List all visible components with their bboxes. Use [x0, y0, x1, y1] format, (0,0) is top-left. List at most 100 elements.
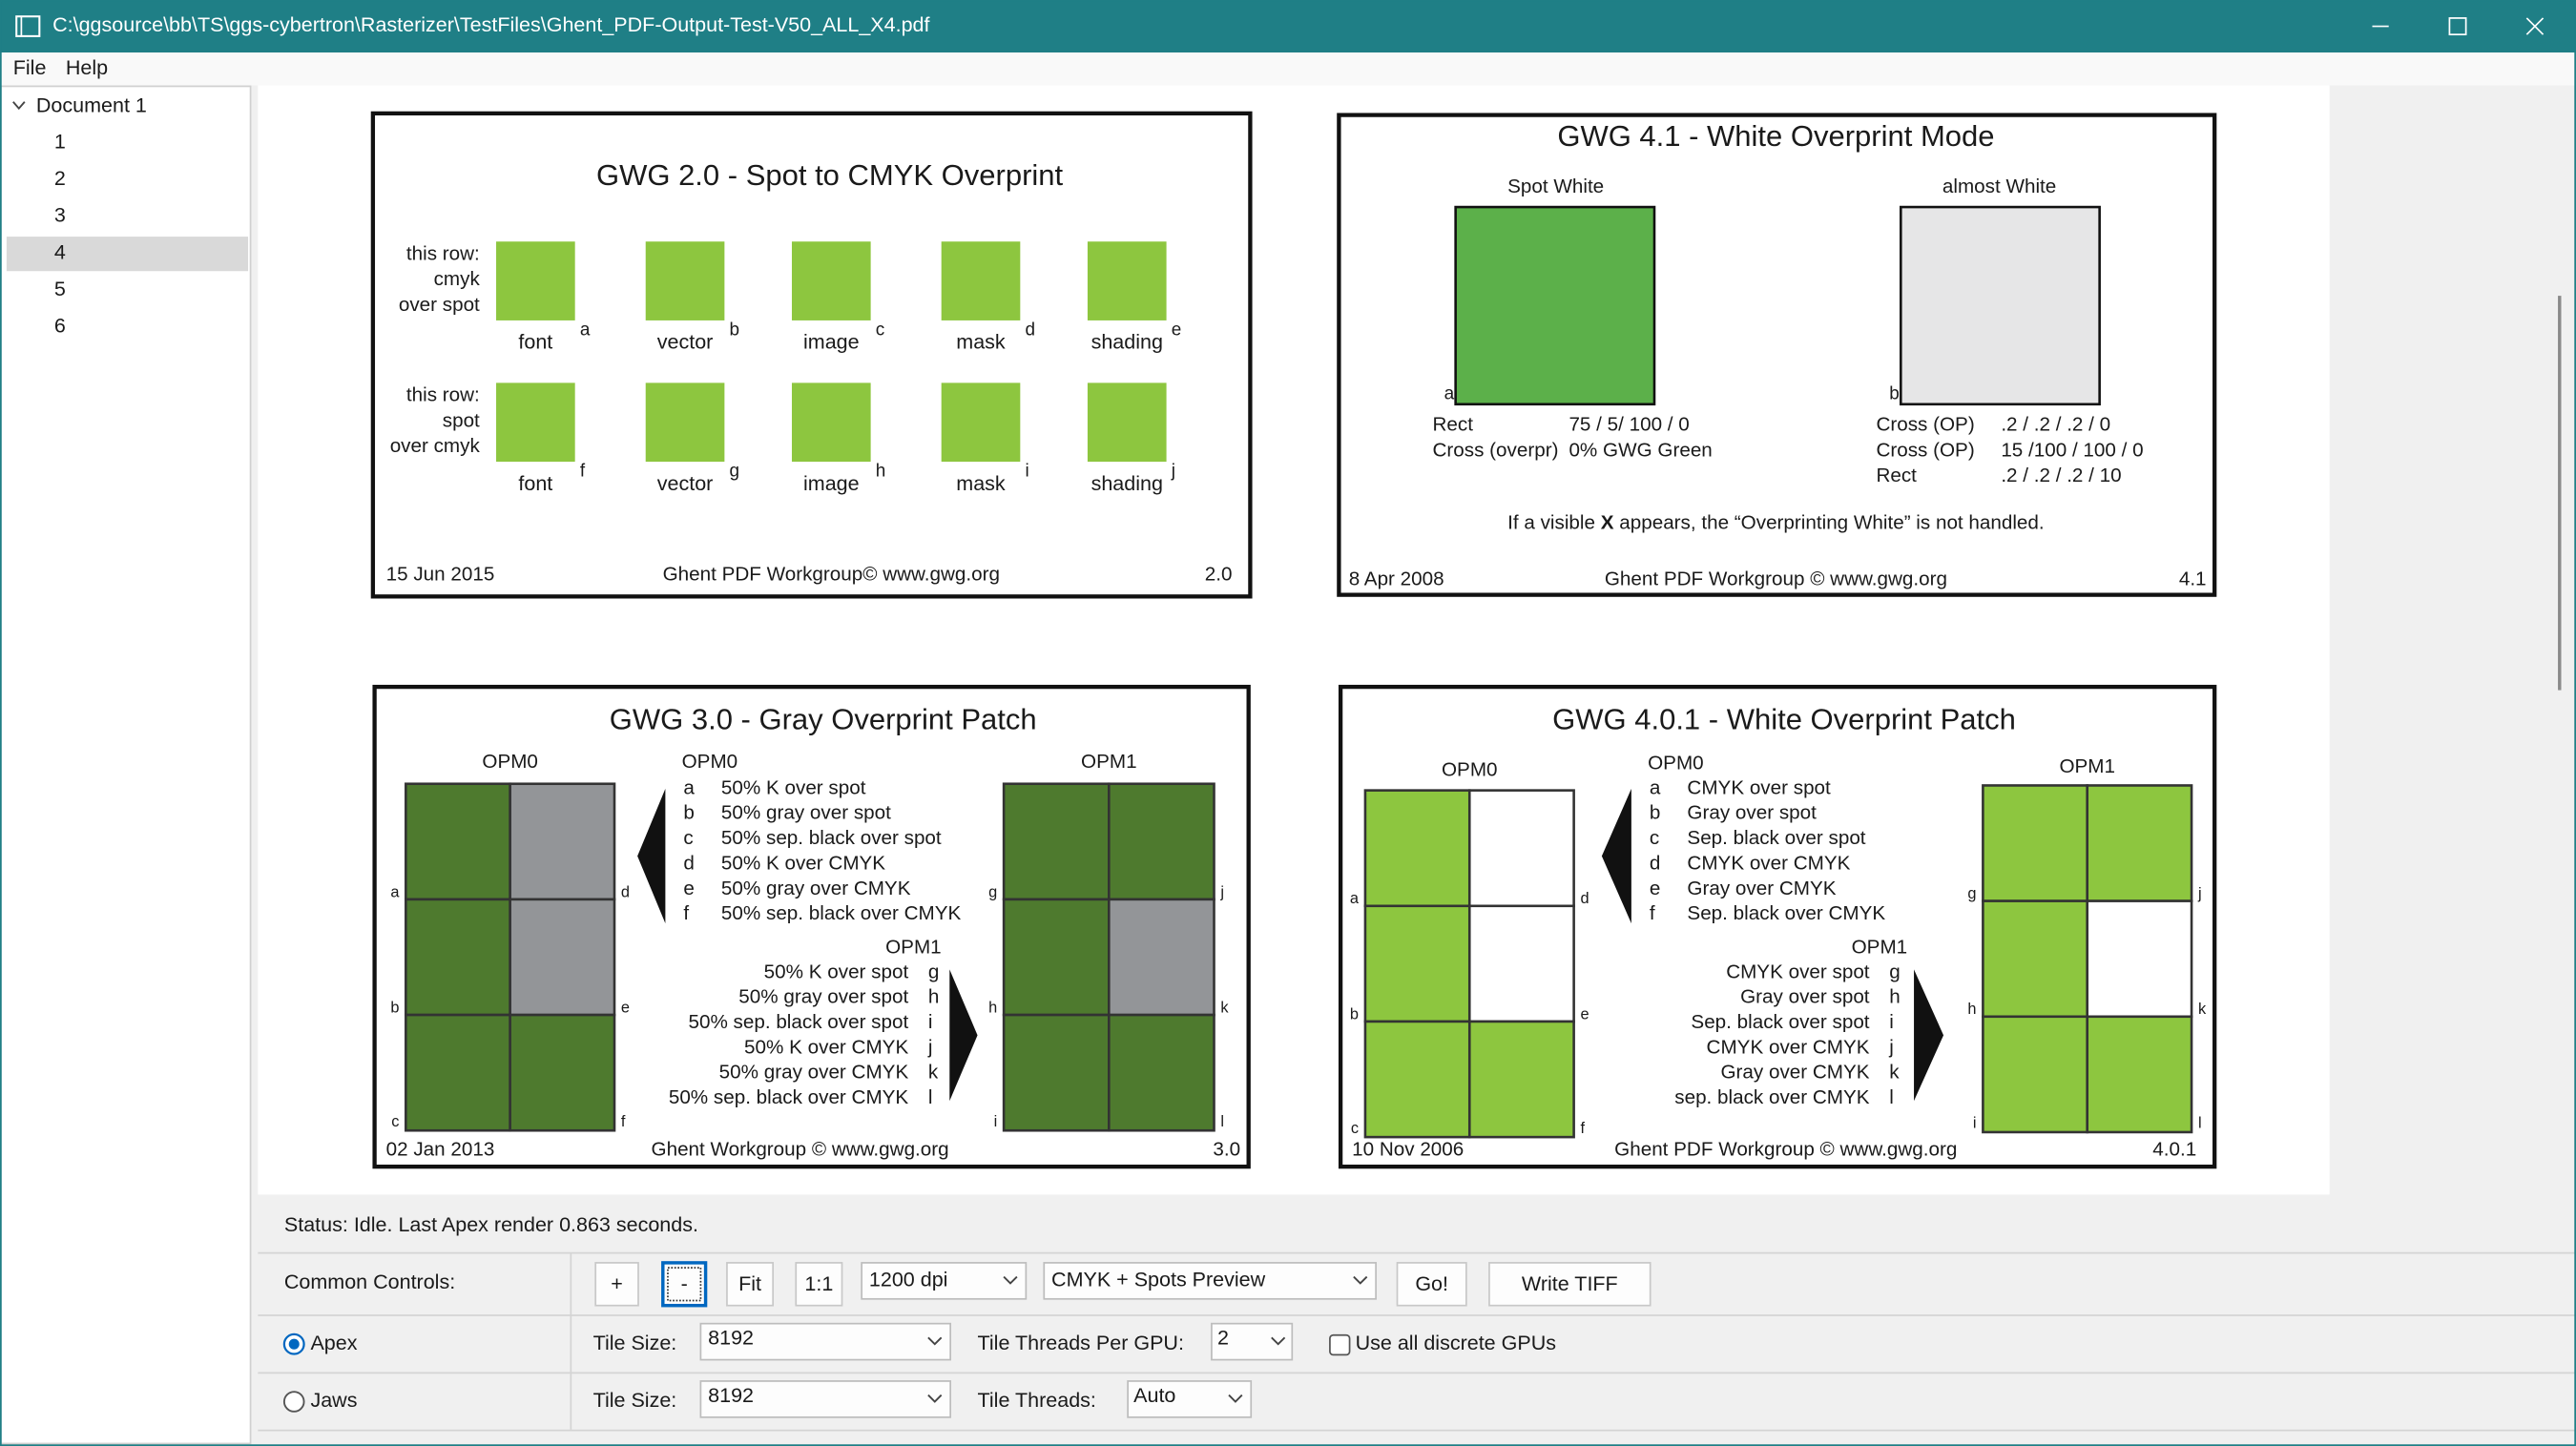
patch-letter: i — [1025, 461, 1028, 481]
patch — [1087, 382, 1167, 463]
list-letter: i — [928, 1011, 933, 1033]
tree-page[interactable]: 6 — [54, 315, 66, 338]
list-letter: j — [1888, 1036, 1894, 1058]
patch — [1982, 899, 2089, 1019]
list-letter: d — [683, 852, 694, 874]
scrollbar-thumb[interactable] — [2558, 296, 2562, 691]
arrow-right — [1914, 969, 1944, 1102]
arrow-left — [637, 788, 666, 924]
page-title: GWG 2.0 - Spot to CMYK Overprint — [596, 158, 1064, 192]
zoom-out-button[interactable] — [661, 1261, 708, 1308]
list-letter: a — [1650, 776, 1661, 798]
patch — [1363, 904, 1471, 1023]
grid-letter: a — [390, 883, 400, 900]
row-label: spot — [443, 409, 480, 431]
threads-dropdown[interactable] — [1211, 1322, 1294, 1361]
list-letter: h — [1889, 986, 1900, 1008]
patch — [645, 241, 725, 320]
list-text: Sep. black over CMYK — [1687, 902, 1885, 924]
patch — [1363, 1020, 1471, 1139]
patch-label: font — [518, 472, 552, 495]
patch — [1467, 904, 1575, 1023]
fit-button[interactable] — [726, 1262, 775, 1307]
page-version: 3.0 — [1213, 1138, 1240, 1160]
dpi-dropdown[interactable] — [861, 1262, 1028, 1300]
window-title: C:\ggsource\bb\TS\ggs-cybertron\Rasteriz… — [52, 13, 930, 36]
patch — [791, 241, 871, 320]
write-tiff-label[interactable]: Write TIFF — [1522, 1272, 1618, 1295]
list-text: Gray over spot — [1687, 802, 1817, 824]
fit-label[interactable]: Fit — [738, 1272, 761, 1295]
page-date: 10 Nov 2006 — [1352, 1138, 1464, 1160]
page-footer: Ghent PDF Workgroup © www.gwg.org — [1614, 1138, 1957, 1160]
threads-value[interactable]: Auto — [1133, 1384, 1175, 1407]
list-text: CMYK over CMYK — [1687, 852, 1850, 874]
zoom-in-button[interactable] — [594, 1262, 639, 1307]
spec-label: Cross (OP) — [1876, 414, 1974, 436]
maximize-button[interactable] — [2448, 17, 2467, 36]
patch — [1982, 784, 2089, 902]
tile-size-value[interactable]: 8192 — [708, 1384, 754, 1407]
tree-page[interactable]: 3 — [54, 204, 66, 227]
actual-size-label[interactable]: 1:1 — [804, 1272, 833, 1295]
grid-letter: b — [390, 1000, 399, 1017]
list-text: Gray over CMYK — [1720, 1062, 1869, 1084]
grid-letter: e — [621, 1000, 630, 1017]
threads-dropdown[interactable] — [1127, 1380, 1253, 1418]
grid-letter: g — [1967, 885, 1976, 902]
preview-dropdown[interactable] — [1043, 1262, 1377, 1300]
tree-page[interactable]: 2 — [54, 167, 66, 190]
list-text: 50% gray over CMYK — [721, 878, 911, 899]
actual-size-button[interactable] — [795, 1262, 843, 1307]
apex-label[interactable]: Apex — [310, 1332, 357, 1354]
dpi-value[interactable]: 1200 dpi — [869, 1269, 948, 1291]
tile-size-dropdown[interactable] — [699, 1380, 952, 1418]
arrow-left — [1601, 788, 1631, 924]
tree-page[interactable]: 1 — [54, 131, 66, 154]
tree-root[interactable]: Document 1 — [36, 94, 147, 117]
go-button[interactable] — [1396, 1262, 1467, 1307]
grid-label: OPM0 — [1442, 758, 1498, 780]
tile-size-dropdown[interactable] — [699, 1322, 952, 1361]
gpu-checkbox-label[interactable]: Use all discrete GPUs — [1356, 1332, 1556, 1354]
tree-page[interactable]: 5 — [54, 278, 66, 300]
list-letter: a — [683, 776, 695, 798]
jaws-label[interactable]: Jaws — [310, 1389, 357, 1412]
threads-value[interactable]: 2 — [1217, 1327, 1229, 1350]
spec-value: .2 / .2 / .2 / 0 — [2001, 414, 2110, 436]
page-frame — [370, 111, 1253, 599]
zoom-in-label[interactable]: + — [611, 1272, 623, 1295]
close-button[interactable] — [2525, 17, 2545, 35]
dropdown-arrow — [927, 1394, 943, 1403]
row-label: cmyk — [434, 268, 481, 290]
jaws-radio[interactable] — [282, 1391, 305, 1413]
list-text: 50% sep. black over spot — [688, 1011, 908, 1033]
grid-label: OPM1 — [1081, 751, 1137, 773]
menu-file[interactable]: File — [13, 56, 47, 79]
zoom-out-label[interactable]: - — [681, 1272, 688, 1295]
preview-value[interactable]: CMYK + Spots Preview — [1051, 1269, 1266, 1291]
note-part: appears, the “Overprinting White” is not… — [1614, 512, 2045, 534]
write-tiff-button[interactable] — [1488, 1262, 1652, 1307]
grid-letter: h — [1967, 1001, 1976, 1018]
patch — [2086, 1015, 2193, 1134]
arrow-right — [949, 969, 978, 1102]
swatch-heading: almost White — [1942, 176, 2056, 197]
tree-expander[interactable] — [12, 101, 26, 111]
swatch-letter: a — [1444, 383, 1455, 403]
list-letter: f — [1650, 902, 1655, 924]
list-header: OPM0 — [1648, 753, 1704, 775]
grid-letter: f — [621, 1113, 626, 1130]
control-panel: Common Controls: + - Fit 1:1 1200 dpi CM… — [258, 1251, 2576, 1432]
grid-letter: i — [1973, 1115, 1977, 1132]
list-letter: h — [928, 986, 939, 1008]
list-letter: j — [927, 1036, 933, 1058]
go-label[interactable]: Go! — [1415, 1272, 1448, 1295]
gpu-checkbox[interactable] — [1329, 1333, 1351, 1356]
tree-page[interactable]: 4 — [54, 240, 66, 263]
menu-help[interactable]: Help — [66, 56, 108, 79]
patch — [1108, 782, 1215, 901]
tile-size-value[interactable]: 8192 — [708, 1327, 754, 1350]
note-part: If a visible — [1507, 512, 1601, 534]
